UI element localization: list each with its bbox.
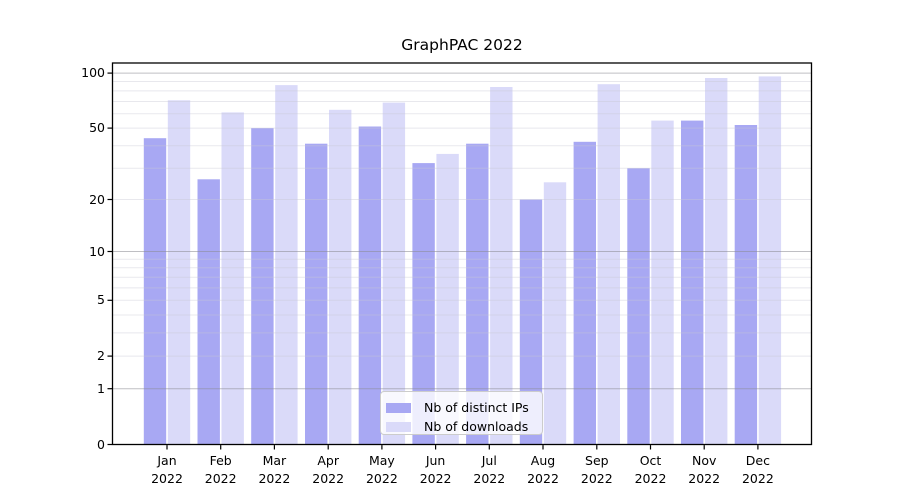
y-tick-label: 0 (97, 436, 105, 452)
bar-downloads-mar (275, 85, 298, 445)
x-tick-label-sep: Sep 2022 (580, 453, 613, 486)
x-tick-label-aug: Aug 2022 (527, 453, 559, 486)
x-tick-label-jun: Jun 2022 (419, 453, 452, 486)
bar-downloads-oct (651, 120, 674, 445)
bar-downloads-aug (543, 182, 567, 445)
bar-downloads-jan (167, 100, 191, 445)
chart-title: GraphPAC 2022 (401, 36, 523, 54)
y-tick-label: 10 (89, 243, 105, 259)
x-tick-label-apr: Apr 2022 (312, 453, 345, 486)
y-tick-label: 1 (97, 380, 105, 396)
x-tick-label-may: May 2022 (365, 453, 398, 486)
bar-distinct-ips-sep (573, 141, 596, 445)
legend: Nb of distinct IPs Nb of downloads (380, 391, 543, 435)
y-tick-label: 50 (89, 120, 105, 136)
x-tick-label-mar: Mar 2022 (258, 453, 291, 486)
plot-frame (111, 62, 813, 446)
bar-distinct-ips-apr (305, 143, 328, 445)
legend-label-distinct-ips: Nb of distinct IPs (424, 400, 529, 415)
bar-distinct-ips-jul (466, 143, 489, 445)
bar-downloads-may (382, 102, 406, 445)
bar-distinct-ips-jan (143, 138, 167, 445)
bar-distinct-ips-dec (734, 125, 758, 445)
y-tick-label: 2 (97, 348, 105, 364)
x-tick-label-nov: Nov 2022 (688, 453, 721, 486)
legend-label-downloads: Nb of downloads (424, 419, 529, 434)
bar-downloads-jun (436, 153, 459, 445)
y-tick-label: 100 (81, 65, 105, 81)
bar-distinct-ips-mar (251, 128, 274, 445)
x-tick-label-dec: Dec 2022 (741, 453, 774, 486)
bar-downloads-apr (329, 109, 352, 445)
bar-downloads-jul (490, 87, 513, 445)
bar-distinct-ips-nov (681, 120, 704, 445)
x-tick-label-oct: Oct 2022 (634, 453, 667, 486)
legend-swatch-distinct-ips (386, 402, 411, 413)
bar-downloads-feb (221, 112, 244, 445)
bar-distinct-ips-jun (412, 163, 435, 445)
x-tick-label-jan: Jan 2022 (151, 453, 183, 486)
bar-downloads-nov (705, 78, 728, 445)
legend-item-distinct-ips: Nb of distinct IPs (386, 398, 542, 417)
legend-swatch-downloads (386, 421, 411, 432)
bar-distinct-ips-aug (519, 199, 543, 445)
legend-item-downloads: Nb of downloads (386, 417, 542, 436)
bar-distinct-ips-may (358, 126, 382, 445)
bar-distinct-ips-oct (627, 168, 650, 445)
y-tick-label: 5 (97, 292, 105, 308)
x-tick-label-jul: Jul 2022 (473, 453, 506, 486)
bar-downloads-dec (758, 76, 782, 445)
x-tick-label-feb: Feb 2022 (204, 453, 237, 486)
y-tick-label: 20 (89, 191, 105, 207)
bar-distinct-ips-feb (197, 179, 220, 445)
bar-downloads-sep (597, 84, 620, 445)
